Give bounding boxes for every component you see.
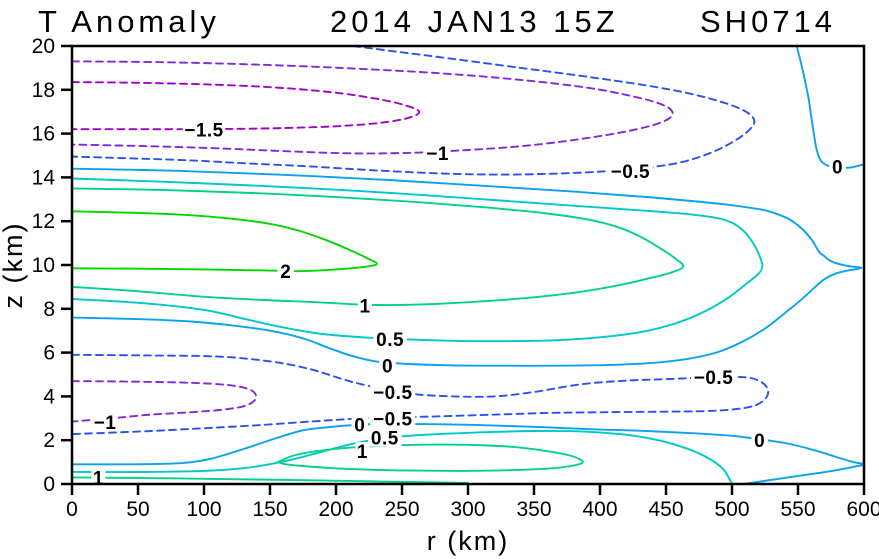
- contour-label: 2: [280, 262, 291, 283]
- x-axis-ticks: 0 50 100 150 200 250 300 350 400 450 500 550 600: [66, 484, 879, 521]
- plot-title-datetime: 2014 JAN13 15Z: [330, 4, 619, 39]
- contour-label: 1: [93, 468, 104, 489]
- contour-label: 1: [357, 442, 368, 463]
- x-axis-title: r (km): [427, 526, 509, 556]
- y-axis-title: z (km): [0, 222, 28, 309]
- contour-label-mask: [607, 161, 653, 180]
- contour-label: −0.5: [611, 162, 651, 183]
- contour-line-level-1: [72, 476, 469, 484]
- contour-label: 0: [382, 356, 393, 377]
- plot-title-storm-id: SH0714: [700, 4, 836, 39]
- plot-title-variable: T Anomaly: [38, 4, 220, 39]
- contour-label-mask: [92, 413, 118, 432]
- contour-label-mask: [370, 409, 416, 428]
- y-tick-label: 10: [32, 254, 55, 277]
- y-tick-label: 8: [43, 298, 55, 321]
- x-tick-label: 500: [714, 498, 749, 521]
- y-tick-label: 12: [32, 210, 55, 233]
- x-tick-label: 400: [582, 498, 617, 521]
- y-axis-ticks: 0 2 4 6 8 10 12 14 16 18 20: [32, 35, 72, 496]
- contour-line-level--0.5: [72, 353, 770, 436]
- contour-label-mask: [182, 120, 226, 139]
- x-tick-label: 450: [648, 498, 683, 521]
- y-tick-label: 14: [32, 166, 56, 189]
- contour-label-mask: [370, 383, 416, 402]
- contour-label-mask: [379, 356, 396, 375]
- contour-line-level--0.5: [72, 46, 756, 176]
- contour-line-level--1: [72, 380, 258, 423]
- x-tick-label: 550: [780, 498, 815, 521]
- contour-label-mask: [277, 262, 295, 281]
- contour-label: −0.5: [373, 383, 413, 404]
- y-tick-label: 2: [43, 429, 55, 452]
- contour-label-mask: [351, 415, 369, 434]
- y-tick-label: 0: [43, 473, 55, 496]
- contour-line-level-2: [72, 210, 378, 273]
- contour-label-mask: [751, 430, 768, 449]
- x-tick-label: 150: [252, 498, 287, 521]
- x-tick-label: 600: [846, 498, 879, 521]
- contour-line-level-1: [276, 443, 584, 472]
- contour-line-level-0.5: [72, 430, 733, 484]
- contour-line-level-0: [795, 46, 864, 169]
- contour-label-mask: [91, 468, 106, 487]
- contour-line-level-0: [72, 167, 863, 367]
- contour-line-level-0: [72, 422, 864, 484]
- contour-label-mask: [368, 428, 402, 447]
- contour-label: 0: [832, 157, 843, 178]
- contour-label: 0: [354, 415, 365, 436]
- contour-line-level-1: [72, 187, 685, 306]
- contour-label: −1: [426, 144, 449, 165]
- contour-label-mask: [355, 442, 370, 461]
- x-tick-label: 300: [450, 498, 485, 521]
- contour-label-mask: [373, 330, 407, 349]
- y-tick-label: 18: [32, 79, 55, 102]
- contour-label: −0.5: [694, 368, 734, 389]
- contour-label: 0.5: [371, 429, 399, 450]
- contour-label-mask: [424, 143, 451, 162]
- contour-label: 1: [360, 296, 371, 317]
- contour-label-mask: [358, 296, 373, 315]
- y-tick-label: 6: [43, 342, 55, 365]
- x-tick-label: 50: [126, 498, 149, 521]
- y-tick-label: 20: [32, 35, 55, 58]
- contour-label-mask: [691, 368, 737, 387]
- contour-label: 0.5: [376, 330, 404, 351]
- x-tick-label: 200: [318, 498, 353, 521]
- contour-line-level-0.5: [72, 177, 764, 343]
- x-tick-label: 0: [66, 498, 78, 521]
- x-tick-label: 350: [516, 498, 551, 521]
- contour-label: −0.5: [373, 410, 413, 431]
- y-tick-label: 4: [43, 385, 55, 408]
- contour-label: 0: [754, 431, 765, 452]
- contour-label-mask: [829, 157, 846, 176]
- contour-line-level--1: [72, 60, 674, 155]
- x-tick-label: 100: [186, 498, 221, 521]
- contour-label: −1: [94, 413, 117, 434]
- contour-line-level--1.5: [72, 81, 421, 131]
- y-tick-label: 16: [32, 123, 55, 146]
- x-tick-label: 250: [384, 498, 419, 521]
- contour-label: −1.5: [184, 121, 224, 142]
- contour-lines-group: [72, 46, 864, 484]
